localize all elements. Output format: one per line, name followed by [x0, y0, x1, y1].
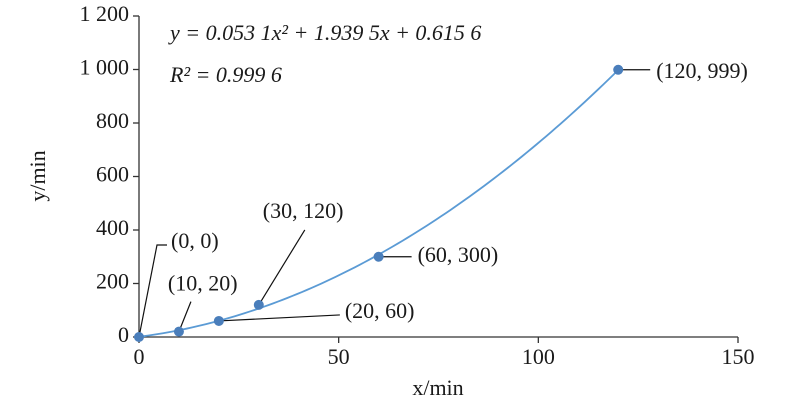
y-tick-label: 400 [96, 215, 129, 240]
point [613, 64, 624, 75]
data-label: (120, 999) [656, 58, 748, 83]
y-tick-label: 200 [96, 269, 129, 294]
point [134, 332, 144, 342]
leader-line [178, 301, 192, 332]
data-label: (10, 20) [168, 271, 238, 296]
x-tick-label: 0 [134, 344, 145, 369]
data-label: (60, 300) [418, 242, 499, 267]
y-axis-title: y/min [25, 150, 50, 201]
x-tick-label: 50 [328, 344, 350, 369]
y-tick-label: 1 000 [80, 55, 130, 80]
x-tick-label: 150 [722, 344, 755, 369]
trendline [138, 69, 619, 338]
data-label: (0, 0) [171, 228, 219, 253]
data-label: (20, 60) [345, 298, 415, 323]
x-tick-label: 100 [522, 344, 555, 369]
y-tick-label: 1 200 [80, 1, 130, 26]
leader-line [218, 314, 340, 322]
point [373, 251, 384, 262]
leader-line [258, 229, 306, 306]
equation: y = 0.053 1x² + 1.939 5x + 0.615 6 [168, 20, 481, 45]
y-tick-label: 800 [96, 108, 129, 133]
y-tick-label: 0 [118, 322, 129, 347]
point [173, 326, 184, 337]
r-squared: R² = 0.999 6 [169, 62, 282, 87]
leader-line [138, 244, 167, 338]
data-label: (30, 120) [263, 198, 344, 223]
x-axis-title: x/min [412, 375, 463, 400]
point [213, 315, 224, 326]
point [253, 299, 264, 310]
y-tick-label: 600 [96, 162, 129, 187]
